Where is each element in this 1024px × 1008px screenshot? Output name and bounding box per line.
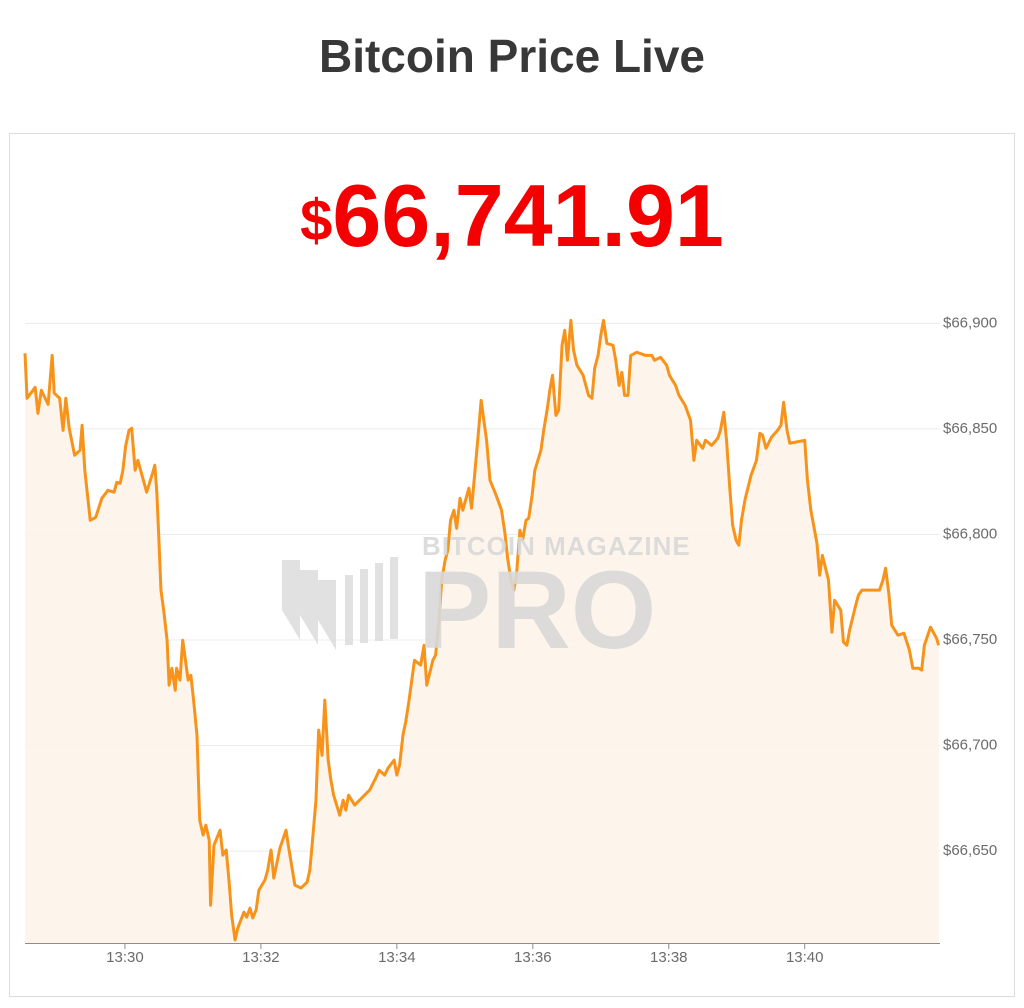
- price-currency: $: [300, 188, 332, 253]
- y-tick-label: $66,700: [943, 737, 997, 754]
- x-tick-label: 13:30: [106, 949, 144, 966]
- y-tick-label: $66,650: [943, 842, 997, 859]
- x-tick-label: 13:36: [514, 949, 552, 966]
- watermark-icon: [345, 575, 353, 645]
- watermark-main: PRO: [418, 549, 656, 672]
- watermark-icon: [390, 557, 398, 639]
- x-tick-label: 13:32: [242, 949, 280, 966]
- watermark-icon: [282, 560, 300, 640]
- watermark-icon: [375, 563, 383, 641]
- y-tick-label: $66,850: [943, 420, 997, 437]
- page-title: Bitcoin Price Live: [319, 30, 705, 82]
- x-tick-label: 13:34: [378, 949, 416, 966]
- area: [25, 320, 939, 944]
- price: $66,741.91: [300, 166, 724, 265]
- y-tick-label: $66,800: [943, 525, 997, 542]
- y-tick-label: $66,750: [943, 631, 997, 648]
- watermark-icon: [318, 580, 336, 650]
- x-tick-label: 13:40: [786, 949, 824, 966]
- y-tick-label: $66,900: [943, 314, 997, 331]
- x-tick-label: 13:38: [650, 949, 688, 966]
- watermark-top: BITCOIN MAGAZINE: [422, 531, 691, 561]
- price-line: [23, 318, 941, 942]
- price-amount: 66,741.91: [332, 166, 724, 265]
- watermark-icon: [360, 569, 368, 643]
- watermark-icon: [300, 570, 318, 645]
- plot: $66,650 $66,700 $66,750 $66,800 $66,850 $66,9…: [23, 314, 997, 966]
